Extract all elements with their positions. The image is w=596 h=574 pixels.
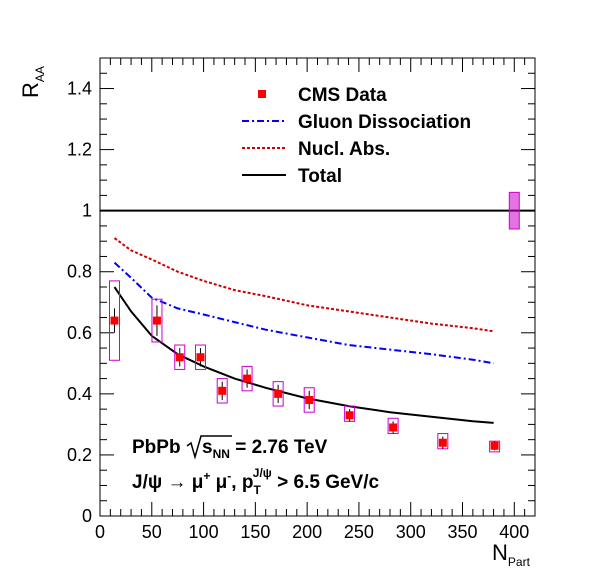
curve-nucl-abs [113,237,494,333]
legend-label: Gluon Dissociation [298,112,471,133]
annotation-p: , p [231,472,253,493]
annotation-sup-plus: + [203,469,210,483]
x-axis-title: NPart [492,540,531,569]
legend-label: Total [298,166,342,187]
y-tick-label: 0.4 [67,384,92,404]
x-tick-label: 50 [142,522,162,542]
global-uncertainty-box [508,191,520,230]
data-point [218,386,227,395]
annotation-decay-channel: J/ψ → μ+ μ-, pT J/ψ > 6.5 GeV/c [132,466,379,497]
systematic-box [174,344,186,370]
y-axis-title-sub: AA [33,66,47,82]
data-point [345,411,354,420]
annotation-sup-minus: - [227,469,231,483]
x-tick-label: 350 [447,522,477,542]
annotation-sub-t: T [253,483,261,497]
annotation-sup-jpsi: J/ψ [253,466,272,480]
legend-marker [258,90,266,98]
y-tick-label: 1.4 [67,79,92,99]
data-point [389,423,398,432]
legend-label: CMS Data [298,85,387,106]
y-tick-label: 0 [82,506,92,526]
systematic-box [109,280,120,361]
curve-gluon-dissociation [113,261,494,365]
data-point [438,438,447,447]
annotation-energy: = 2.76 TeV [230,437,328,458]
data-points [109,280,501,453]
annotation-collision-system: PbPb sNN = 2.76 TeV [132,435,328,461]
systematic-box [303,387,315,413]
y-tick-label: 1 [82,201,92,221]
systematic-box [241,365,253,392]
svg-text:sNN = 2.76 TeV: sNN = 2.76 TeV [202,437,328,461]
svg-text:PbPb: PbPb [132,437,181,458]
y-tick-label: 1.2 [67,140,92,160]
annotation-s-sub: NN [213,447,230,461]
systematic-box [272,381,284,407]
legend: CMS Data Gluon Dissociation Nucl. Abs. Tota… [242,85,471,187]
data-point [196,353,205,362]
axes: 0 50 100 150 200 250 300 350 400 0 0.2 0.4 0.6 0.8 1 1.… [67,57,536,542]
x-tick-label: 400 [499,522,529,542]
annotation-decay: J/ψ → μ [132,472,203,493]
y-axis-title: RAA [18,66,47,98]
annotation-s: s [202,437,213,458]
x-tick-label: 300 [396,522,426,542]
legend-label: Nucl. Abs. [298,139,390,160]
data-point [243,374,252,383]
annotation-pt-cut: > 6.5 GeV/c [272,472,380,493]
data-point [305,395,314,404]
data-point [175,353,184,362]
global-uncertainty-rect [508,191,520,230]
data-point [152,316,161,325]
systematic-box [194,344,206,370]
x-tick-label: 0 [95,522,105,542]
data-point [110,316,119,325]
data-point [490,441,499,450]
x-tick-label: 200 [292,522,322,542]
y-tick-label: 0.2 [67,445,92,465]
svg-text:J/ψ → μ+ μ-, pTJ/ψ > 6.5 GeV/c: J/ψ → μ+ μ-, pT J/ψ > 6.5 GeV/c [132,466,379,497]
y-tick-label: 0.6 [67,323,92,343]
systematic-box [151,298,163,343]
x-axis-title-sub: Part [508,555,531,569]
data-point [274,389,283,398]
annotation-pbpb: PbPb [132,437,181,458]
x-tick-label: 250 [344,522,374,542]
sqrt-sign [186,435,232,460]
annotation-mu: μ [210,472,227,493]
x-tick-label: 100 [189,522,219,542]
y-tick-label: 0.8 [67,262,92,282]
x-tick-label: 150 [240,522,270,542]
systematic-box [216,378,228,404]
